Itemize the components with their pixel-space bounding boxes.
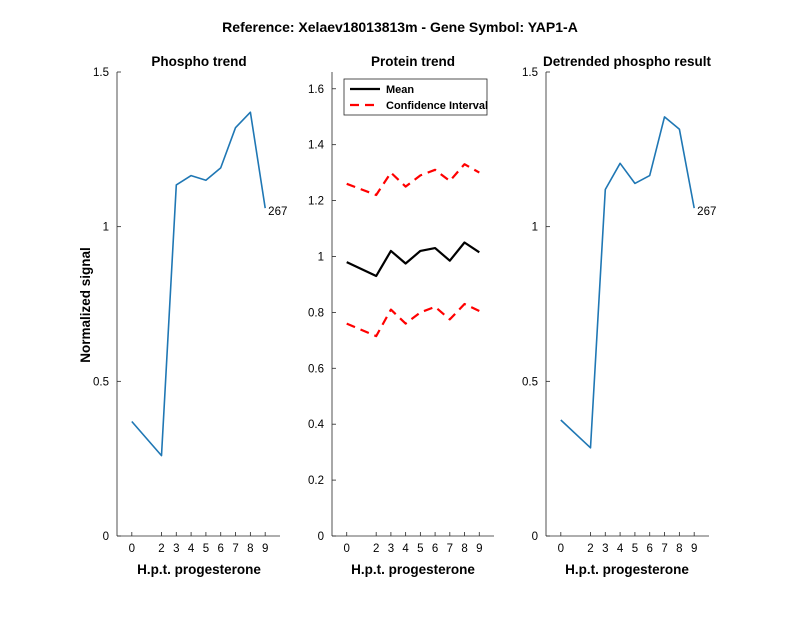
x-tick-label: 6 xyxy=(647,543,653,555)
x-tick-label: 5 xyxy=(203,543,209,555)
x-tick-label: 7 xyxy=(447,543,453,555)
y-tick-label: 0.5 xyxy=(93,376,109,388)
x-tick-label: 6 xyxy=(218,543,224,555)
x-tick-label: 2 xyxy=(373,543,379,555)
panel-title: Protein trend xyxy=(371,54,455,69)
x-axis-label: H.p.t. progesterone xyxy=(565,562,689,577)
x-tick-label: 6 xyxy=(432,543,438,555)
panel-protein-trend: Protein trend H.p.t. progesterone 0 0.2 0.… xyxy=(308,54,494,577)
x-tick-label: 0 xyxy=(129,543,135,555)
series-end-label: 267 xyxy=(268,206,287,218)
y-tick-label: 1 xyxy=(318,251,324,263)
panel-detrended-phospho-result: Detrended phospho result H.p.t. progeste… xyxy=(522,54,716,577)
confidence-upper-line xyxy=(346,163,480,197)
mean-line xyxy=(346,241,480,278)
x-tick-label: 9 xyxy=(262,543,268,555)
x-tick-label: 7 xyxy=(661,543,667,555)
legend-entry: Confidence Interval xyxy=(386,100,488,112)
panel-title: Detrended phospho result xyxy=(543,54,712,69)
y-tick-label: 1.2 xyxy=(308,196,324,208)
x-tick-label: 3 xyxy=(602,543,608,555)
x-tick-label: 8 xyxy=(461,543,467,555)
series-line xyxy=(131,111,266,457)
panel-phospho-trend: Phospho trend H.p.t. progesterone Normal… xyxy=(78,54,287,577)
x-axis-label: H.p.t. progesterone xyxy=(137,562,261,577)
confidence-lower-line xyxy=(346,302,480,338)
x-tick-label: 5 xyxy=(632,543,638,555)
x-tick-label: 5 xyxy=(417,543,423,555)
y-tick-label: 0.8 xyxy=(308,307,324,319)
panel-title: Phospho trend xyxy=(151,54,246,69)
x-tick-label: 9 xyxy=(476,543,482,555)
series-line xyxy=(560,116,695,449)
y-tick-label: 0.4 xyxy=(308,419,325,431)
y-tick-label: 1.4 xyxy=(308,140,325,152)
x-tick-label: 8 xyxy=(247,543,253,555)
legend-entry: Mean xyxy=(386,84,414,96)
y-tick-label: 0.6 xyxy=(308,363,324,375)
x-tick-label: 0 xyxy=(344,543,350,555)
y-axis-label: Normalized signal xyxy=(78,247,93,363)
y-tick-label: 0.2 xyxy=(308,475,324,487)
y-tick-label: 1 xyxy=(532,222,538,234)
x-tick-label: 7 xyxy=(232,543,238,555)
x-axis-label: H.p.t. progesterone xyxy=(351,562,475,577)
series-end-label: 267 xyxy=(697,206,716,218)
x-tick-label: 4 xyxy=(402,543,409,555)
x-tick-label: 2 xyxy=(587,543,593,555)
y-tick-label: 0 xyxy=(532,531,538,543)
y-tick-label: 0 xyxy=(318,531,324,543)
x-tick-label: 3 xyxy=(388,543,394,555)
x-tick-label: 0 xyxy=(558,543,564,555)
y-tick-label: 0.5 xyxy=(522,376,538,388)
x-tick-label: 9 xyxy=(691,543,697,555)
y-tick-label: 0 xyxy=(103,531,109,543)
x-tick-label: 3 xyxy=(173,543,179,555)
y-tick-label: 1 xyxy=(103,222,109,234)
figure-title: Reference: Xelaev18013813m - Gene Symbol… xyxy=(222,19,578,35)
legend-box xyxy=(343,78,488,116)
y-tick-label: 1.5 xyxy=(522,67,538,79)
y-tick-label: 1.6 xyxy=(308,84,324,96)
x-tick-label: 4 xyxy=(188,543,195,555)
x-tick-label: 8 xyxy=(676,543,682,555)
x-tick-label: 4 xyxy=(617,543,624,555)
x-tick-label: 2 xyxy=(158,543,164,555)
y-tick-label: 1.5 xyxy=(93,67,109,79)
